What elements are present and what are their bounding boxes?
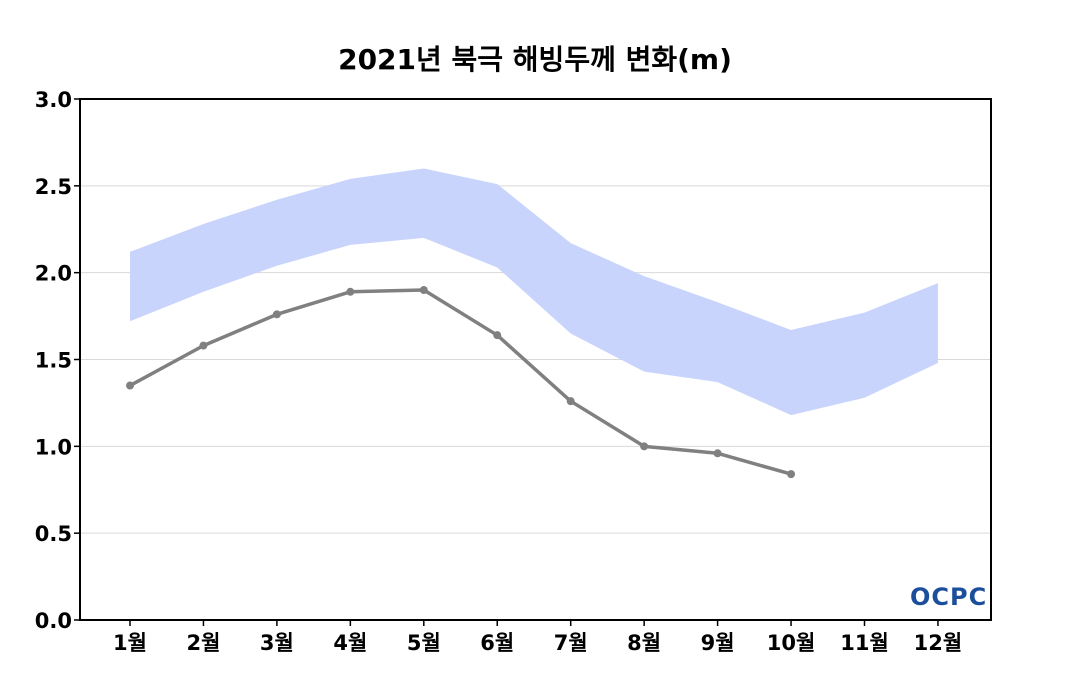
data-point — [126, 381, 134, 390]
ocpc-logo: OCPC — [910, 583, 987, 611]
series-line — [126, 286, 796, 479]
x-tick-label: 4월 — [333, 631, 367, 655]
y-tick-label: 3.0 — [35, 88, 72, 112]
x-tick-label: 7월 — [554, 631, 588, 655]
y-tick-label: 2.5 — [35, 175, 72, 199]
x-tick-label: 10월 — [767, 631, 816, 655]
data-point — [713, 449, 722, 458]
data-point — [419, 286, 428, 295]
y-axis: 0.0 0.5 1.0 1.5 2.0 2.5 3.0 — [35, 88, 80, 633]
series-polyline — [129, 288, 792, 476]
x-tick-label: 8월 — [627, 631, 661, 655]
x-tick-label: 12월 — [914, 631, 963, 655]
x-tick-label: 6월 — [480, 631, 514, 655]
y-tick-label: 0.5 — [35, 522, 72, 546]
x-axis: 1월 2월 3월 4월 5월 6월 7월 8월 9월 10월 11월 12월 — [113, 620, 962, 655]
y-tick-label: 0.0 — [35, 609, 72, 633]
range-band-area — [130, 168, 938, 416]
data-point — [346, 287, 355, 296]
y-tick-label: 2.0 — [35, 262, 72, 286]
data-point — [640, 442, 649, 451]
x-tick-label: 1월 — [113, 631, 147, 655]
data-point — [787, 470, 796, 479]
data-point — [199, 341, 208, 350]
range-band — [130, 168, 938, 416]
x-tick-label: 2월 — [186, 631, 220, 655]
data-point — [272, 310, 281, 319]
logo-text: OCPC — [910, 583, 987, 611]
y-tick-label: 1.5 — [35, 349, 72, 373]
x-tick-label: 3월 — [260, 631, 294, 655]
x-tick-label: 5월 — [407, 631, 441, 655]
chart-title: 2021년 북극 해빙두께 변화(m) — [338, 43, 732, 76]
x-tick-label: 9월 — [701, 631, 735, 655]
data-point — [566, 397, 575, 406]
data-point — [493, 331, 502, 340]
y-tick-label: 1.0 — [35, 435, 72, 459]
x-tick-label: 11월 — [840, 631, 889, 655]
